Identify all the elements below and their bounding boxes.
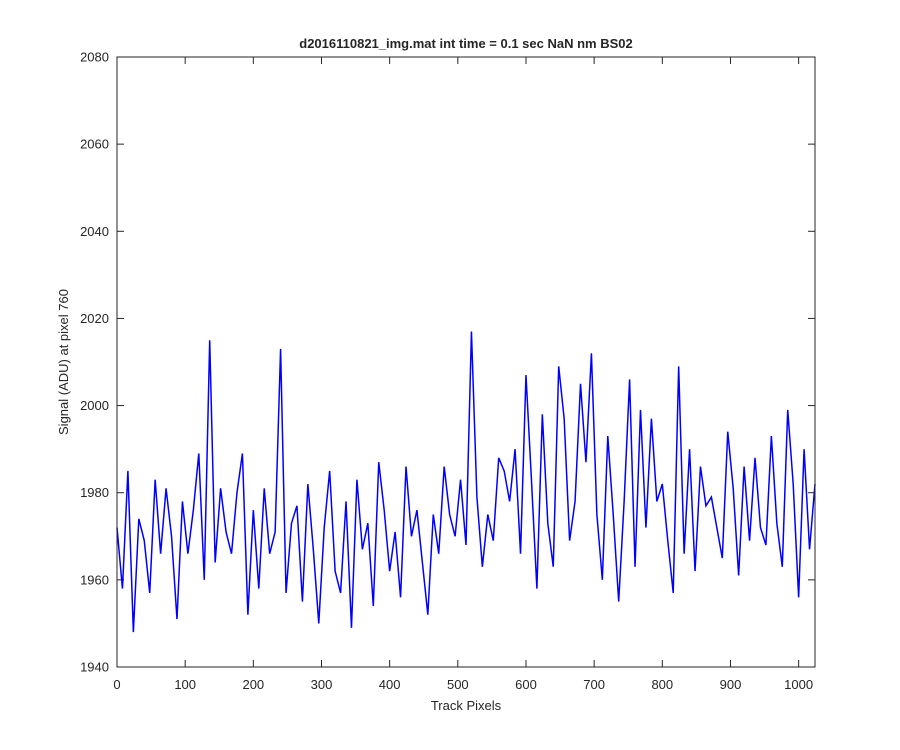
y-tick-label: 2000 — [80, 398, 109, 413]
x-tick-label: 800 — [651, 677, 673, 692]
x-axis-ticks: 0 100 200 300 400 500 600 700 800 900 1000 — [113, 57, 813, 692]
x-tick-label: 600 — [515, 677, 537, 692]
y-axis-ticks: 1940 1960 1980 2000 2020 2040 2060 2080 — [80, 50, 815, 675]
signal-series-line — [116, 331, 816, 633]
x-tick-label: 0 — [113, 677, 120, 692]
y-tick-label: 1980 — [80, 485, 109, 500]
y-tick-label: 1960 — [80, 572, 109, 587]
y-tick-label: 2020 — [80, 311, 109, 326]
y-axis-title: Signal (ADU) at pixel 760 — [56, 289, 71, 435]
x-tick-label: 500 — [447, 677, 469, 692]
x-tick-label: 300 — [311, 677, 333, 692]
y-tick-label: 2080 — [80, 50, 109, 65]
x-tick-label: 400 — [379, 677, 401, 692]
plot-frame — [116, 56, 816, 668]
x-tick-label: 100 — [174, 677, 196, 692]
x-tick-label: 700 — [583, 677, 605, 692]
y-tick-label: 2060 — [80, 137, 109, 152]
plot-area — [117, 57, 815, 667]
x-tick-label: 1000 — [784, 677, 813, 692]
y-tick-label: 1940 — [80, 660, 109, 675]
x-tick-label: 200 — [242, 677, 264, 692]
x-axis-title: Track Pixels — [431, 698, 502, 713]
x-tick-label: 900 — [720, 677, 742, 692]
y-tick-label: 2040 — [80, 224, 109, 239]
chart-title: d2016110821_img.mat int time = 0.1 sec N… — [299, 36, 632, 51]
